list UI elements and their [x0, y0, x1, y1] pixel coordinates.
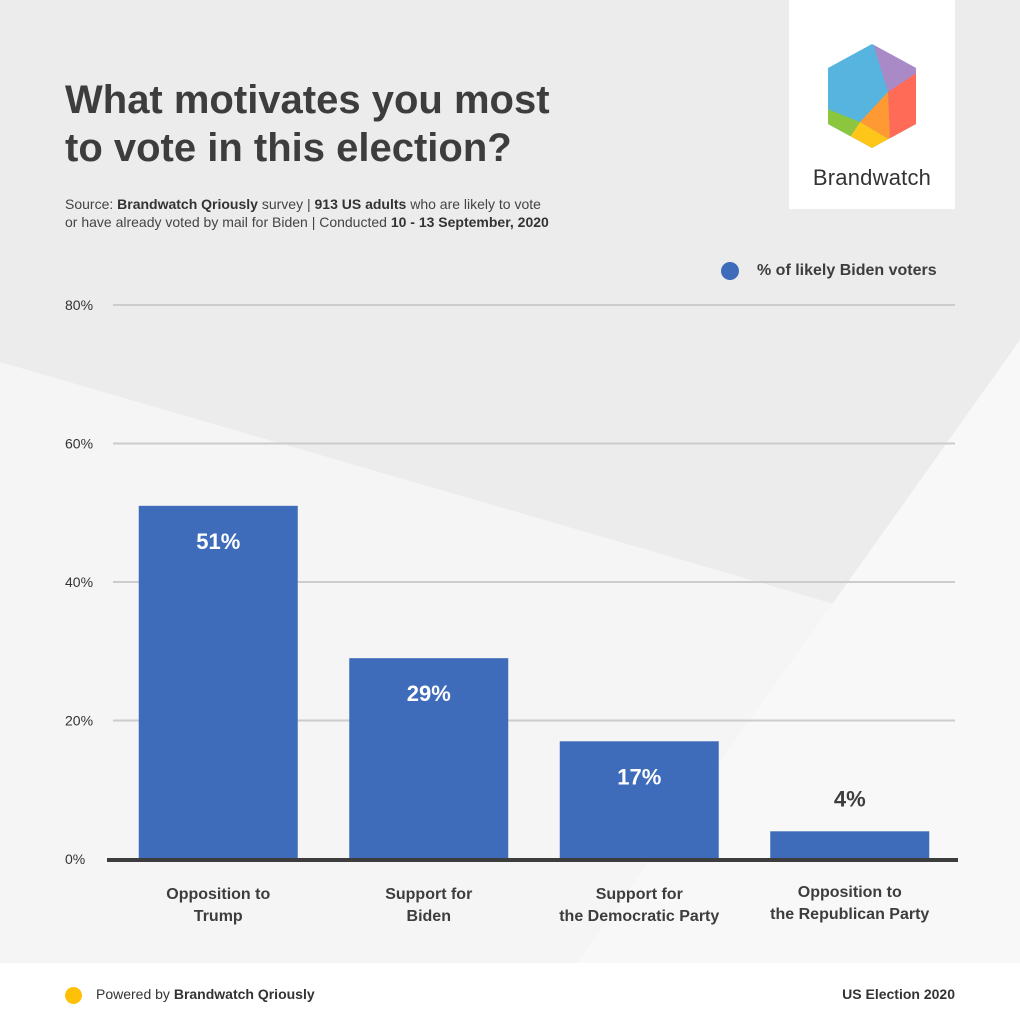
chart-title: What motivates you most to vote in this …: [65, 76, 665, 172]
data-label: 51%: [196, 529, 240, 554]
x-category-label: the Republican Party: [770, 906, 929, 923]
x-category-label: Opposition to: [166, 886, 270, 903]
source-mid2: who are likely to vote: [406, 196, 541, 212]
source-line2: or have already voted by mail for Biden …: [65, 214, 391, 230]
chart-legend: % of likely Biden voters: [721, 260, 937, 282]
legend-swatch: [721, 262, 739, 280]
brandwatch-logo: Brandwatch: [789, 0, 955, 209]
brandwatch-hexagon-logo-icon: [828, 44, 916, 148]
brandwatch-wordmark: Brandwatch: [812, 165, 932, 190]
legend-label: % of likely Biden voters: [757, 262, 937, 279]
source-sample: 913 US adults: [314, 196, 407, 212]
footer-bar: Powered by Brandwatch Qriously US Electi…: [0, 963, 1020, 1029]
powered-brand: Brandwatch Qriously: [173, 986, 315, 1002]
title-line-1: What motivates you most: [65, 78, 550, 122]
data-label: 4%: [834, 786, 866, 811]
data-label: 17%: [617, 764, 661, 789]
y-tick-label: 80%: [65, 297, 93, 313]
bar: [349, 658, 509, 859]
y-tick-label: 60%: [65, 436, 93, 452]
x-category-label: Support for: [385, 886, 472, 903]
x-category-label: Trump: [194, 908, 243, 925]
x-category-label: Opposition to: [798, 884, 902, 901]
powered-prefix: Powered by: [96, 986, 174, 1002]
y-tick-label: 20%: [65, 713, 93, 729]
bar: [138, 505, 298, 859]
source-prefix: Source:: [65, 196, 118, 212]
y-tick-label: 0%: [65, 851, 85, 867]
powered-by: Powered by Brandwatch Qriously: [96, 986, 315, 1002]
y-tick-label: 40%: [65, 574, 93, 590]
bar: [559, 741, 719, 859]
footer-dot-icon: [65, 987, 82, 1004]
source-org: Brandwatch Qriously: [117, 196, 258, 212]
x-category-label: the Democratic Party: [559, 908, 719, 925]
x-category-label: Biden: [407, 908, 451, 925]
source-mid1: survey |: [257, 196, 315, 212]
title-line-2: to vote in this election?: [65, 126, 512, 170]
source-dates: 10 - 13 September, 2020: [390, 214, 549, 230]
source-note: Source: Brandwatch Qriously survey | 913…: [65, 195, 685, 231]
bar: [770, 831, 930, 859]
x-category-label: Support for: [596, 886, 683, 903]
data-label: 29%: [407, 681, 451, 706]
footer-election-label: US Election 2020: [842, 986, 955, 1002]
bar-chart: 0% 20% 40% 60% 80% 51% Opposition to Trump 29% Su…: [65, 297, 958, 925]
